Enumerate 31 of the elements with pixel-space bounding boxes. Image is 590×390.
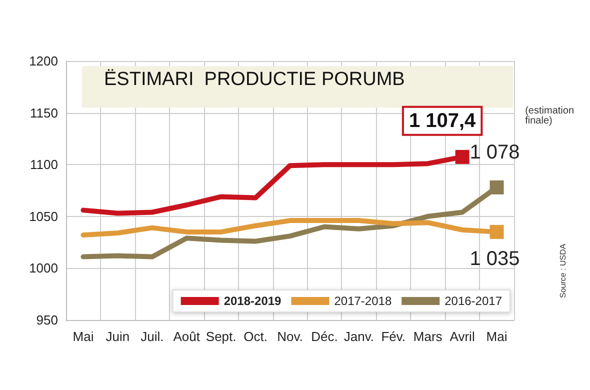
y-tick-label: 1150 [30,105,58,120]
x-tick-label: Mai [72,329,94,344]
y-tick-label: 1100 [30,157,58,172]
y-tick-label: 950 [36,312,58,328]
x-tick-label: Mars [413,329,443,344]
point [490,180,504,194]
x-tick-label: Fév. [381,329,406,344]
x-tick-label: Janv. [344,329,374,344]
x-tick-label: Juin [106,329,130,344]
chart-title: ËSTIMARI PRODUCTIE PORUMB [104,69,405,90]
data-label: 1 035 [470,248,520,270]
x-tick-label: Déc. [311,329,338,344]
y-tick-label: 1000 [29,260,58,276]
point [455,150,470,164]
x-tick-label: Oct. [244,329,268,344]
legend-label: 2016-2017 [444,294,502,308]
text: (estimation finale) [525,106,574,126]
x-tick-label: Août [173,329,200,344]
data-label: 1 107,4 [408,110,477,132]
x-tick-label: Mai [486,329,508,344]
point [490,224,504,239]
y-tick-label: 1200 [29,54,58,68]
source-note: Source : USDA [558,243,568,298]
legend-label: 2018-2019 [224,294,282,308]
y-tick-label: 1050 [29,208,58,224]
x-tick-label: Avril [450,329,475,344]
x-tick-label: Juil. [140,329,164,344]
x-tick-label: Sept. [206,329,236,344]
data-label: 1 078 [470,141,520,164]
x-tick-label: Nov. [277,329,303,344]
legend-label: 2017-2018 [334,294,392,308]
